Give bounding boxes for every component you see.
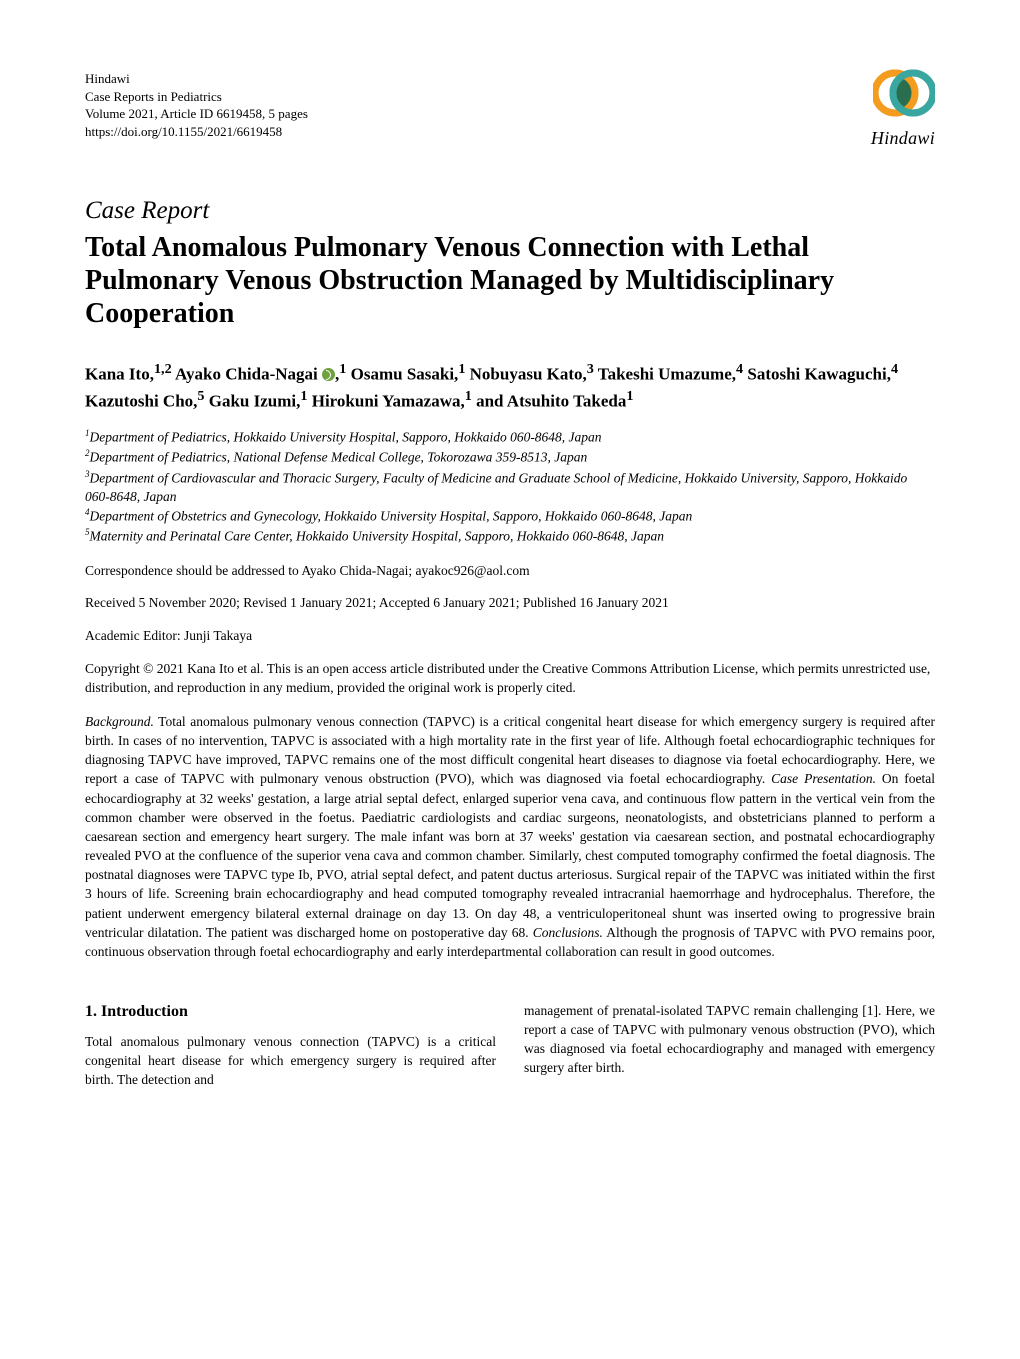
article-type: Case Report bbox=[85, 197, 935, 225]
abstract-conclusions-label: Conclusions. bbox=[533, 925, 603, 940]
logo-label: Hindawi bbox=[871, 128, 935, 149]
affiliation-line: 5Maternity and Perinatal Care Center, Ho… bbox=[85, 526, 935, 546]
affiliation-line: 1Department of Pediatrics, Hokkaido Univ… bbox=[85, 427, 935, 447]
academic-editor: Academic Editor: Junji Takaya bbox=[85, 627, 935, 646]
author-list: Kana Ito,1,2 Ayako Chida-Nagai ,1 Osamu … bbox=[85, 360, 935, 413]
abstract-case-label: Case Presentation. bbox=[771, 771, 876, 786]
abstract-case-text: On foetal echocardiography at 32 weeks' … bbox=[85, 771, 935, 939]
intro-text-left: Total anomalous pulmonary venous connect… bbox=[85, 1034, 496, 1087]
affiliation-line: 3Department of Cardiovascular and Thorac… bbox=[85, 468, 935, 507]
publisher-logo: Hindawi bbox=[871, 62, 935, 149]
article-title: Total Anomalous Pulmonary Venous Connect… bbox=[85, 231, 935, 330]
copyright-notice: Copyright © 2021 Kana Ito et al. This is… bbox=[85, 660, 935, 698]
correspondence: Correspondence should be addressed to Ay… bbox=[85, 562, 935, 581]
affiliation-line: 4Department of Obstetrics and Gynecology… bbox=[85, 506, 935, 526]
journal-name: Case Reports in Pediatrics bbox=[85, 88, 308, 106]
body-columns: 1. Introduction Total anomalous pulmonar… bbox=[85, 1001, 935, 1089]
section-heading-introduction: 1. Introduction bbox=[85, 1001, 496, 1024]
publication-info: Hindawi Case Reports in Pediatrics Volum… bbox=[85, 70, 308, 140]
doi-link[interactable]: https://doi.org/10.1155/2021/6619458 bbox=[85, 123, 308, 141]
column-right: management of prenatal-isolated TAPVC re… bbox=[524, 1001, 935, 1089]
affiliations: 1Department of Pediatrics, Hokkaido Univ… bbox=[85, 427, 935, 546]
hindawi-logo-icon bbox=[873, 62, 935, 124]
orcid-icon bbox=[322, 368, 335, 381]
publisher-name: Hindawi bbox=[85, 70, 308, 88]
volume-line: Volume 2021, Article ID 6619458, 5 pages bbox=[85, 105, 308, 123]
intro-text-right: management of prenatal-isolated TAPVC re… bbox=[524, 1003, 935, 1075]
abstract-background-label: Background. bbox=[85, 714, 154, 729]
abstract: Background. Total anomalous pulmonary ve… bbox=[85, 712, 935, 961]
affiliation-line: 2Department of Pediatrics, National Defe… bbox=[85, 447, 935, 467]
article-history: Received 5 November 2020; Revised 1 Janu… bbox=[85, 594, 935, 613]
column-left: 1. Introduction Total anomalous pulmonar… bbox=[85, 1001, 496, 1089]
